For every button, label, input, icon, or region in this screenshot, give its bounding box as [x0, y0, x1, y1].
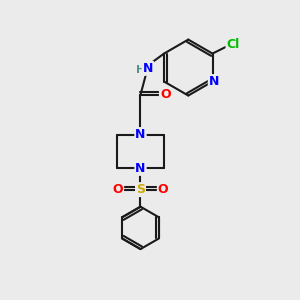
Text: H: H [136, 65, 145, 75]
Text: O: O [158, 183, 169, 196]
Text: Cl: Cl [226, 38, 240, 51]
Text: N: N [135, 162, 146, 175]
Text: O: O [160, 88, 170, 101]
Text: O: O [112, 183, 123, 196]
Text: N: N [143, 62, 153, 75]
Text: N: N [135, 128, 146, 141]
Text: N: N [209, 75, 219, 88]
Text: S: S [136, 183, 145, 196]
